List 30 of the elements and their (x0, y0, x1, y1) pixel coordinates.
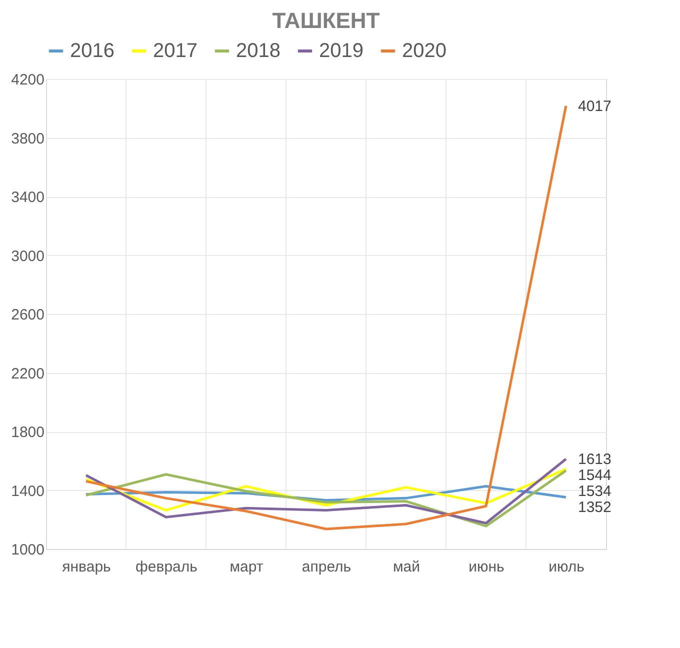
y-tick-label: 3800 (11, 130, 44, 148)
data-label: 4017 (578, 98, 612, 115)
y-tick-label: 2600 (11, 306, 44, 324)
chart-title: ТАШКЕНТ (272, 8, 380, 33)
legend-label: 2018 (236, 40, 280, 62)
y-tick-label: 3000 (11, 248, 44, 265)
legend-label: 2016 (70, 40, 114, 62)
x-tick-label: июль (548, 558, 585, 576)
legend-label: 2017 (153, 40, 198, 62)
line-series (84, 458, 568, 524)
y-tick-label: 4200 (11, 72, 44, 88)
data-label: 1613 (578, 450, 612, 468)
data-label: 1544 (578, 466, 612, 484)
y-tick-label: 1000 (11, 542, 44, 558)
x-tick-label: апрель (302, 558, 352, 576)
y-tick-label: 3400 (11, 189, 44, 206)
y-tick-label: 2200 (11, 365, 44, 382)
x-tick-label: январь (62, 558, 112, 576)
data-label: 1534 (578, 482, 612, 500)
x-tick-label: май (392, 558, 420, 576)
x-tick-label: июнь (468, 558, 505, 576)
y-tick-label: 1400 (11, 482, 44, 500)
x-tick-label: февраль (136, 558, 198, 576)
data-label: 1352 (578, 498, 612, 516)
line-series (84, 469, 568, 528)
line-series (84, 104, 568, 530)
legend-label: 2020 (402, 40, 446, 62)
y-tick-label: 1800 (11, 424, 44, 441)
legend-label: 2019 (319, 40, 364, 62)
x-tick-label: март (230, 558, 264, 576)
